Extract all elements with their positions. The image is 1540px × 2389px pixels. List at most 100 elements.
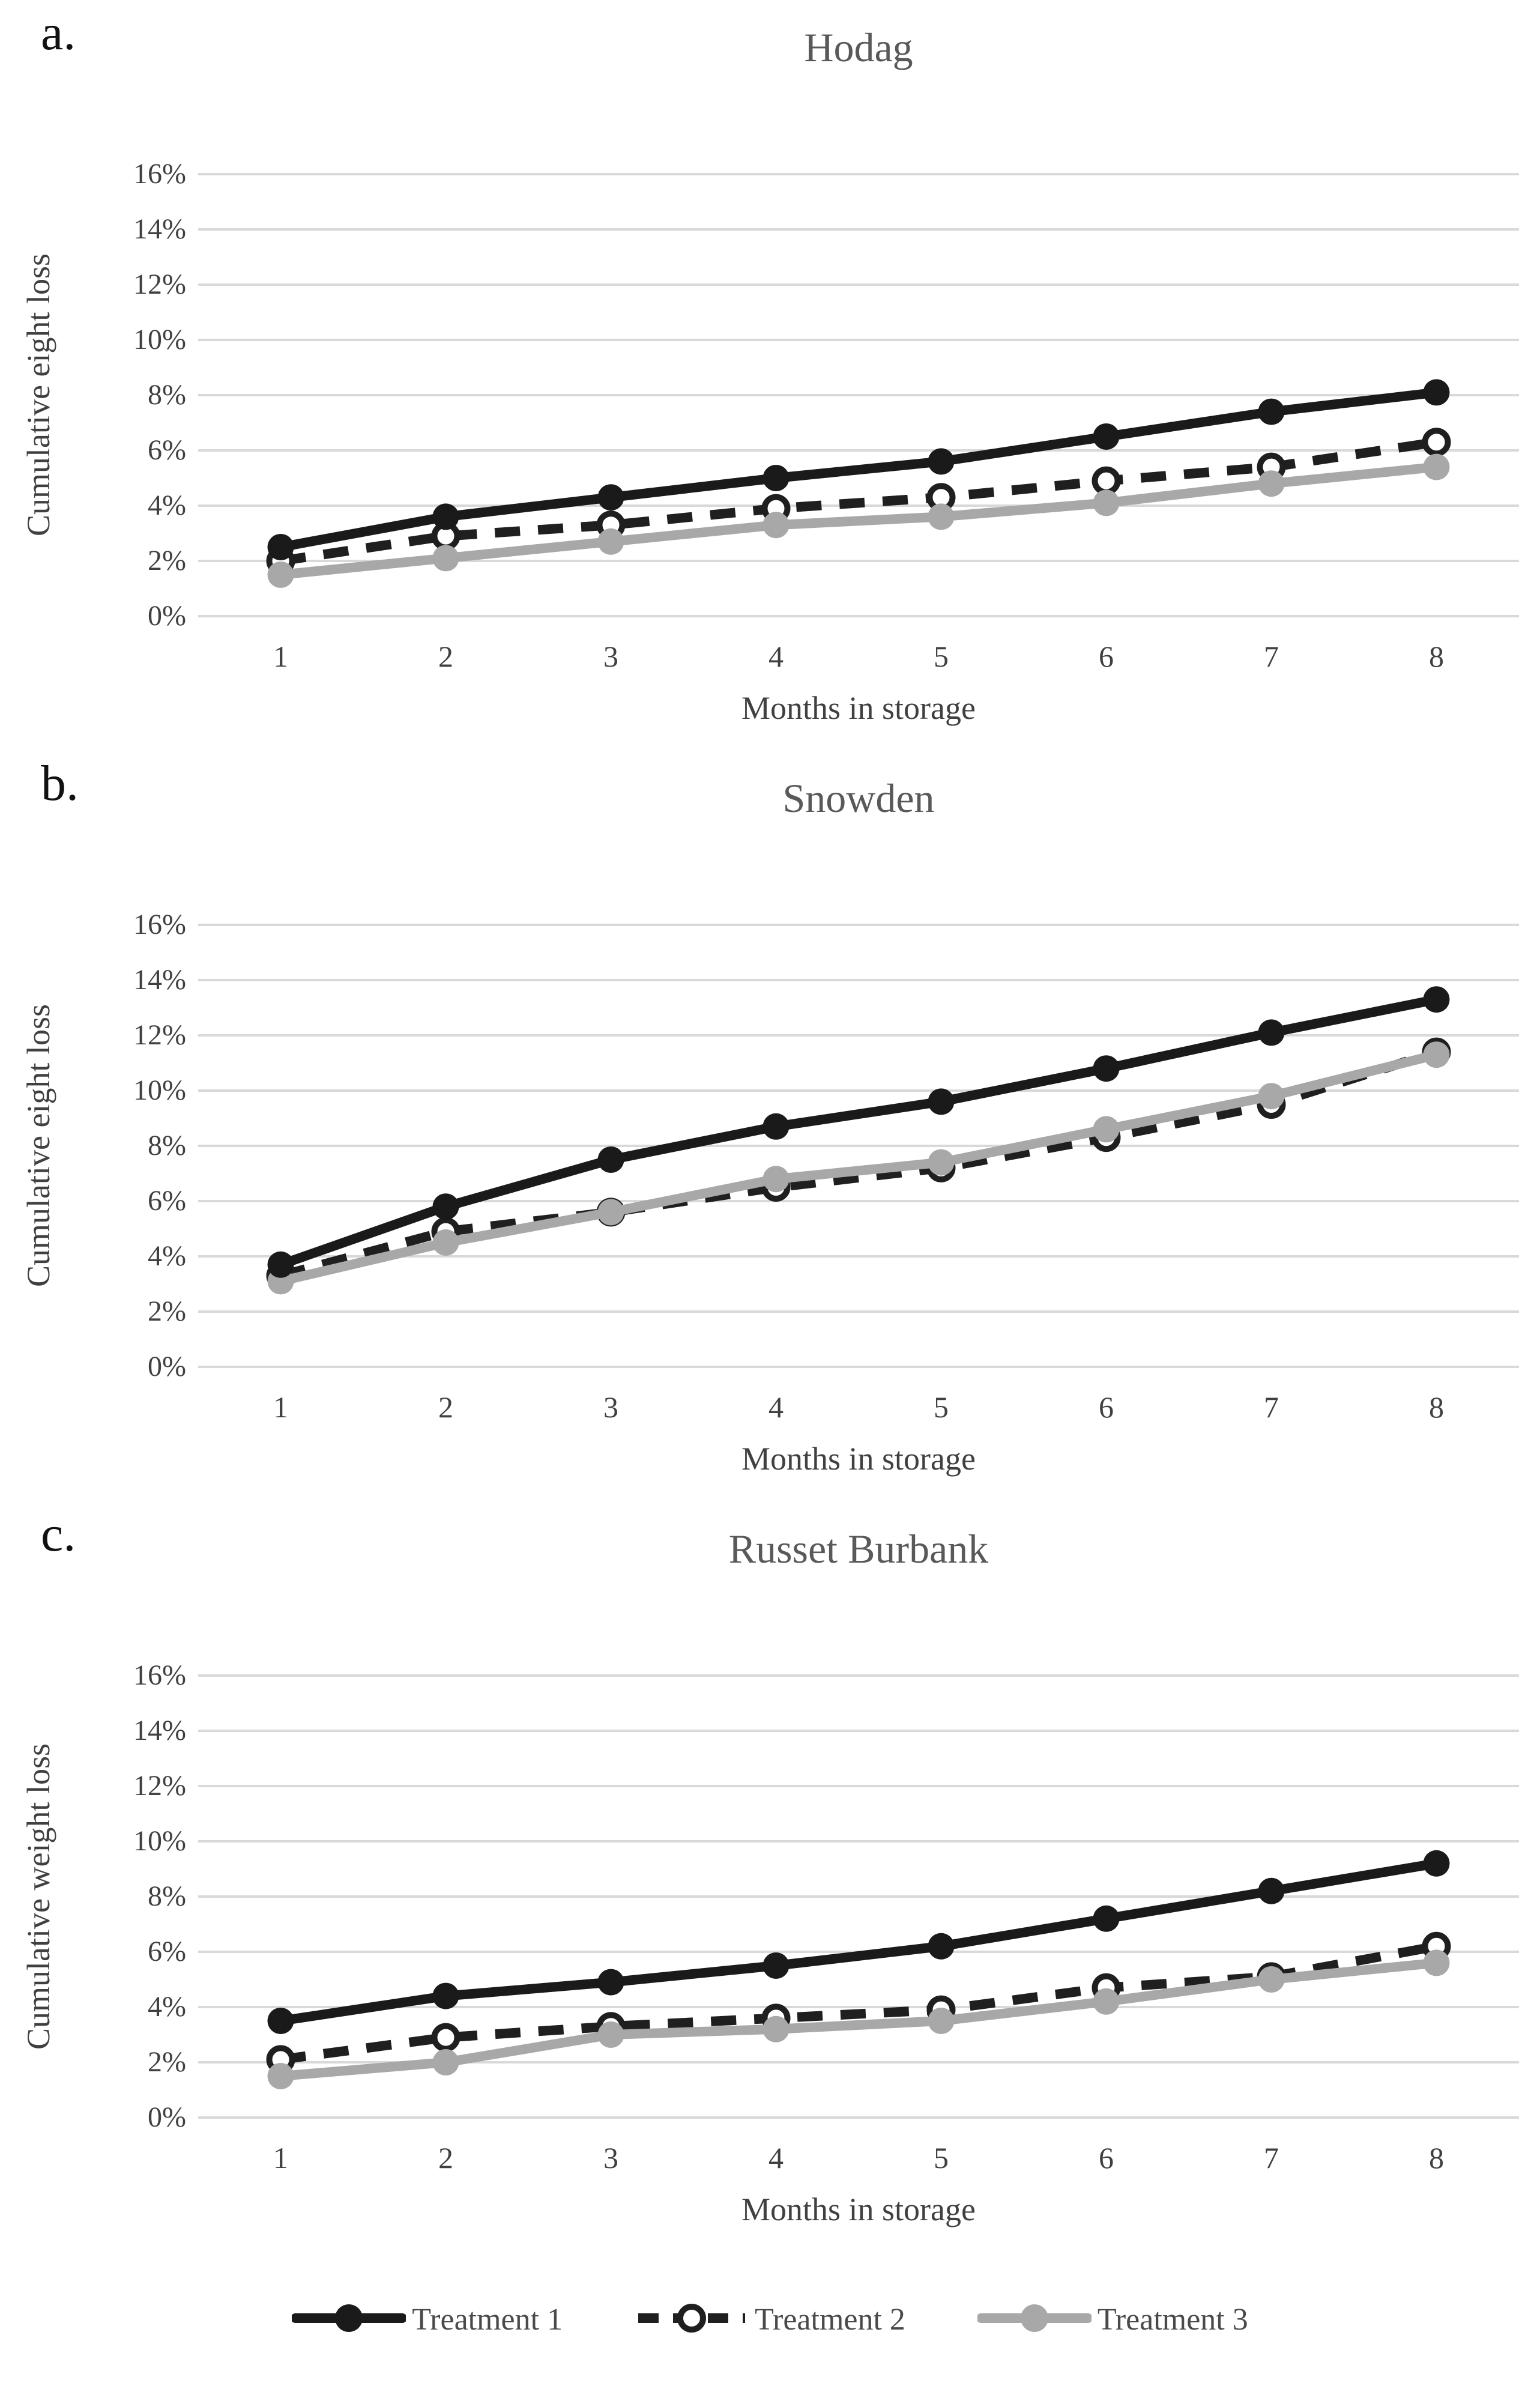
chart-svg	[198, 173, 1519, 617]
x-tick-label: 8	[1429, 640, 1444, 673]
treatment-2-marker	[431, 2023, 460, 2052]
y-tick-label: 14%	[133, 964, 186, 996]
treatment-3-marker	[928, 503, 955, 530]
treatment-3-marker	[1093, 1116, 1120, 1143]
x-tick-label: 3	[603, 640, 618, 673]
y-tick-label: 10%	[133, 1074, 186, 1106]
treatment-2-line	[280, 437, 1437, 566]
treatment-1-line-marker-icon	[291, 2299, 408, 2340]
x-tick-label: 8	[1429, 1390, 1444, 1424]
x-tick-label: 8	[1429, 2141, 1444, 2175]
y-tick-label: 16%	[133, 1659, 186, 1691]
chart-svg	[198, 1674, 1519, 2119]
y-tick-label: 6%	[148, 434, 186, 466]
x-tick-label: 5	[934, 640, 949, 673]
treatment-3-marker	[762, 512, 790, 539]
treatment-3-marker	[432, 1229, 459, 1256]
treatment-1-marker	[267, 534, 294, 560]
chart-svg	[198, 924, 1519, 1368]
treatment-1-marker	[432, 1193, 459, 1220]
x-tick-label: 5	[934, 2141, 949, 2175]
x-tick-label: 4	[768, 1390, 784, 1424]
panel-letter-a: a.	[41, 5, 76, 61]
treatment-3-marker	[432, 2049, 459, 2076]
treatment-3-marker	[1258, 1083, 1285, 1110]
treatment-1-line	[276, 1858, 1442, 2026]
treatment-3-line	[276, 1050, 1442, 1286]
x-tick-label: 7	[1264, 1390, 1279, 1424]
panel-letter-c: c.	[41, 1506, 76, 1562]
y-tick-label: 16%	[133, 158, 186, 190]
legend-item-treatment-1: Treatment 1	[291, 2299, 563, 2340]
chart-title-hodag: Hodag	[804, 25, 913, 70]
plot-area-hodag	[198, 173, 1519, 617]
legend-swatch-svg	[638, 2304, 746, 2333]
treatment-3-line-marker-icon	[976, 2299, 1093, 2340]
treatment-1-marker	[597, 1146, 624, 1173]
treatment-3-marker	[1258, 1966, 1285, 1993]
x-tick-label: 6	[1099, 1390, 1114, 1424]
x-tick-label: 7	[1264, 2141, 1279, 2175]
y-tick-label: 10%	[133, 1825, 186, 1857]
x-tick-label: 3	[603, 2141, 618, 2175]
x-tick-label: 7	[1264, 640, 1279, 673]
treatment-1-marker	[597, 484, 624, 511]
treatment-3-marker	[432, 545, 459, 572]
y-tick-label: 4%	[148, 489, 186, 521]
treatment-1-marker	[1423, 1850, 1450, 1877]
y-tick-label: 0%	[148, 600, 186, 632]
treatment-1-marker	[1258, 1019, 1285, 1046]
x-axis-label: Months in storage	[741, 1441, 976, 1477]
treatment-1-marker	[762, 465, 790, 491]
y-tick-label: 8%	[148, 1880, 186, 1912]
chart-title-snowden: Snowden	[782, 775, 935, 821]
treatment-3-line	[276, 462, 1442, 580]
treatment-1-marker	[1258, 398, 1285, 425]
treatment-1-marker	[267, 2008, 294, 2034]
treatment-1-marker	[597, 1969, 624, 1996]
treatment-3-marker	[928, 1149, 955, 1176]
x-axis-label: Months in storage	[741, 2191, 976, 2227]
treatment-3-marker	[267, 2063, 294, 2089]
legend-label: Treatment 2	[755, 2303, 905, 2337]
x-tick-label: 1	[273, 640, 288, 673]
treatment-3-marker	[267, 562, 294, 588]
treatment-2-line-marker-icon	[635, 2299, 749, 2340]
y-tick-label: 6%	[148, 1936, 186, 1967]
treatment-1-marker	[432, 1982, 459, 2009]
treatment-3-marker	[1423, 453, 1450, 480]
legend-marker	[335, 2304, 363, 2332]
treatment-3-marker	[928, 2008, 955, 2034]
treatment-1-marker	[1093, 423, 1120, 450]
treatment-1-line	[276, 995, 1442, 1270]
treatment-3-marker	[1093, 1988, 1120, 2015]
y-tick-label: 2%	[148, 1295, 186, 1327]
panel-hodag: a. Hodag Cumulative eight loss 16% 14% 12%…	[0, 0, 1540, 751]
treatment-1-marker	[928, 1933, 955, 1960]
treatment-1-marker	[1258, 1877, 1285, 1904]
y-tick-label: 12%	[133, 1019, 186, 1051]
x-tick-label: 6	[1099, 640, 1114, 673]
x-tick-label: 2	[438, 640, 453, 673]
treatment-1-marker	[928, 1088, 955, 1115]
y-tick-label: 0%	[148, 2101, 186, 2133]
x-tick-label: 2	[438, 2141, 453, 2175]
y-tick-label: 16%	[133, 909, 186, 940]
x-tick-label: 1	[273, 1390, 288, 1424]
y-tick-label: 14%	[133, 213, 186, 245]
treatment-3-marker	[1423, 1949, 1450, 1976]
treatment-2-marker	[1092, 466, 1121, 495]
plot-area-snowden	[198, 924, 1519, 1368]
x-tick-label: 2	[438, 1390, 453, 1424]
treatment-1-marker	[928, 448, 955, 475]
legend: Treatment 1 Treatment 2 Treatment 3	[0, 2299, 1540, 2340]
treatment-1-marker	[762, 1952, 790, 1979]
treatment-3-marker	[597, 2021, 624, 2048]
y-tick-label: 8%	[148, 379, 186, 411]
legend-item-treatment-2: Treatment 2	[635, 2299, 905, 2340]
panel-snowden: b. Snowden Cumulative eight loss 16% 14% 1…	[0, 751, 1540, 1501]
plot-area-russet-burbank	[198, 1674, 1519, 2119]
treatment-3-marker	[762, 1166, 790, 1193]
x-axis-label: Months in storage	[741, 690, 976, 726]
treatment-1-marker	[432, 503, 459, 530]
